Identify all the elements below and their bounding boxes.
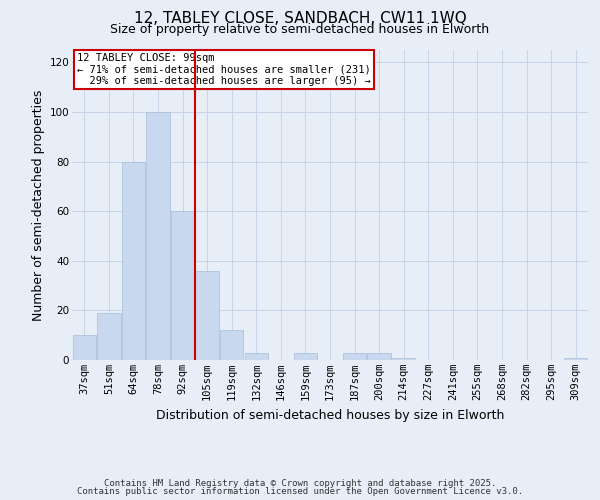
Text: 12, TABLEY CLOSE, SANDBACH, CW11 1WQ: 12, TABLEY CLOSE, SANDBACH, CW11 1WQ bbox=[134, 11, 466, 26]
Y-axis label: Number of semi-detached properties: Number of semi-detached properties bbox=[32, 90, 46, 320]
Bar bbox=[564, 358, 587, 360]
Bar bbox=[367, 352, 391, 360]
Text: Contains HM Land Registry data © Crown copyright and database right 2025.: Contains HM Land Registry data © Crown c… bbox=[104, 478, 496, 488]
Bar bbox=[294, 352, 317, 360]
Text: Contains public sector information licensed under the Open Government Licence v3: Contains public sector information licen… bbox=[77, 487, 523, 496]
Bar bbox=[146, 112, 170, 360]
Bar bbox=[122, 162, 145, 360]
Bar bbox=[196, 270, 219, 360]
Bar bbox=[245, 352, 268, 360]
Text: 12 TABLEY CLOSE: 99sqm
← 71% of semi-detached houses are smaller (231)
  29% of : 12 TABLEY CLOSE: 99sqm ← 71% of semi-det… bbox=[77, 53, 371, 86]
Bar bbox=[73, 335, 96, 360]
Bar bbox=[171, 211, 194, 360]
Bar bbox=[97, 313, 121, 360]
Text: Size of property relative to semi-detached houses in Elworth: Size of property relative to semi-detach… bbox=[110, 22, 490, 36]
Bar bbox=[343, 352, 366, 360]
X-axis label: Distribution of semi-detached houses by size in Elworth: Distribution of semi-detached houses by … bbox=[156, 408, 504, 422]
Bar bbox=[220, 330, 244, 360]
Bar bbox=[392, 358, 415, 360]
